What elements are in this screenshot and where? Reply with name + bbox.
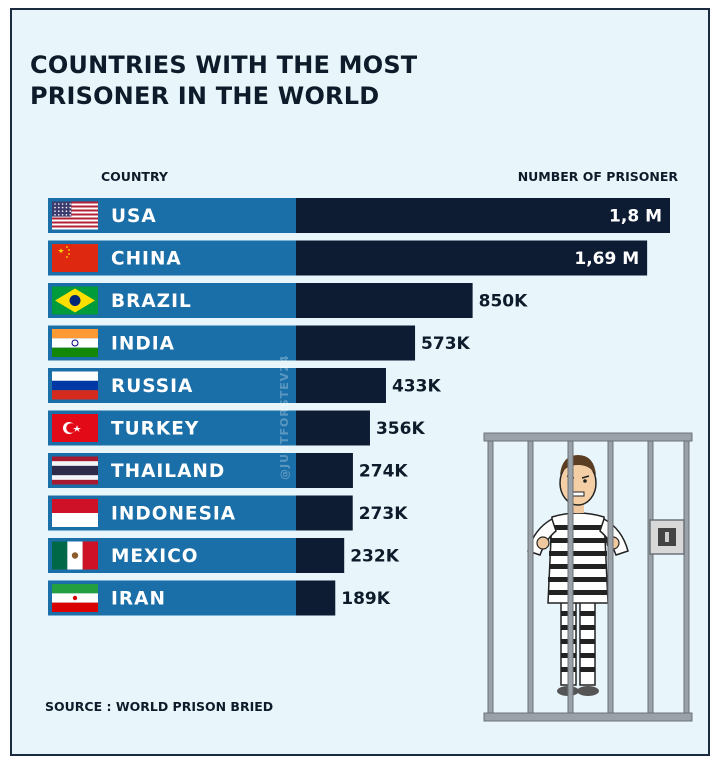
value-label-turkey: 356K bbox=[376, 419, 425, 439]
country-label-china: CHINA bbox=[111, 249, 182, 270]
value-bar-india bbox=[296, 325, 416, 361]
thailand-flag-icon bbox=[52, 456, 98, 485]
turkey-flag-icon bbox=[52, 414, 98, 442]
chart-title: COUNTRIES WITH THE MOST PRISONER IN THE … bbox=[30, 51, 418, 110]
country-column-header: COUNTRY bbox=[101, 169, 168, 184]
prisoner-behind-bars-illustration bbox=[483, 432, 693, 722]
lock-icon bbox=[649, 519, 685, 555]
country-label-turkey: TURKEY bbox=[111, 419, 199, 440]
country-label-mexico: MEXICO bbox=[111, 546, 199, 567]
value-label-mexico: 232K bbox=[350, 547, 399, 567]
india-flag-icon bbox=[52, 329, 98, 357]
country-label-usa: USA bbox=[111, 206, 157, 227]
value-label-indonesia: 273K bbox=[359, 504, 408, 524]
usa-flag-icon bbox=[52, 201, 98, 230]
mexico-flag-icon bbox=[52, 541, 98, 570]
source-note: SOURCE : WORLD PRISON BRIED bbox=[45, 699, 274, 714]
value-bar-mexico bbox=[296, 538, 345, 573]
russia-flag-icon bbox=[52, 371, 98, 400]
indonesia-flag-icon bbox=[52, 499, 98, 527]
watermark: @JUSTFORSTEV24 bbox=[278, 354, 291, 480]
iran-flag-icon bbox=[52, 584, 98, 612]
value-bar-russia bbox=[296, 368, 386, 403]
country-label-thailand: THAILAND bbox=[111, 461, 225, 482]
value-label-brazil: 850K bbox=[479, 292, 528, 312]
value-label-thailand: 274K bbox=[359, 462, 408, 482]
china-flag-icon bbox=[52, 244, 98, 272]
value-label-usa: 1,8 M bbox=[609, 207, 662, 227]
brazil-flag-icon bbox=[52, 286, 98, 315]
value-label-india: 573K bbox=[421, 334, 470, 354]
value-bar-turkey bbox=[296, 410, 370, 446]
country-label-iran: IRAN bbox=[111, 589, 166, 610]
value-bar-indonesia bbox=[296, 495, 353, 531]
country-label-russia: RUSSIA bbox=[111, 376, 193, 397]
value-label-russia: 433K bbox=[392, 377, 441, 397]
country-label-brazil: BRAZIL bbox=[111, 291, 192, 312]
country-label-indonesia: INDONESIA bbox=[111, 504, 236, 525]
country-label-india: INDIA bbox=[111, 334, 175, 355]
value-label-china: 1,69 M bbox=[574, 249, 639, 269]
value-bar-brazil bbox=[296, 283, 473, 318]
number-column-header: NUMBER OF PRISONER bbox=[517, 169, 678, 184]
value-bar-china bbox=[296, 240, 648, 276]
jail-bars bbox=[483, 432, 693, 722]
value-bar-usa bbox=[296, 198, 670, 233]
value-bar-thailand bbox=[296, 453, 353, 488]
value-bar-iran bbox=[296, 580, 336, 616]
value-label-iran: 189K bbox=[341, 589, 390, 609]
